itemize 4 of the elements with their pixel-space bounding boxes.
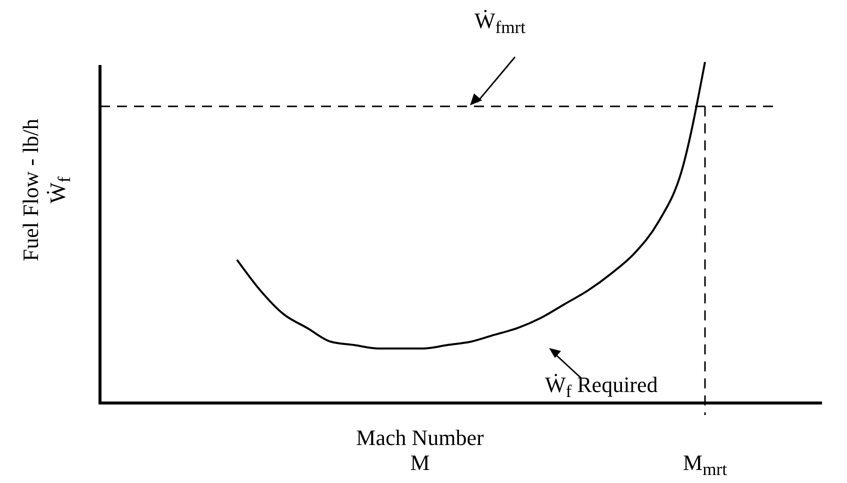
annotation: Ẇ$_{f}$ Required [545,372,658,402]
ref-line-label: Ẇ$_{fmrt}$ [474,8,526,38]
text: M$_{mrt}$ [683,450,727,480]
x-axis-title: Mach Number M [356,425,485,475]
